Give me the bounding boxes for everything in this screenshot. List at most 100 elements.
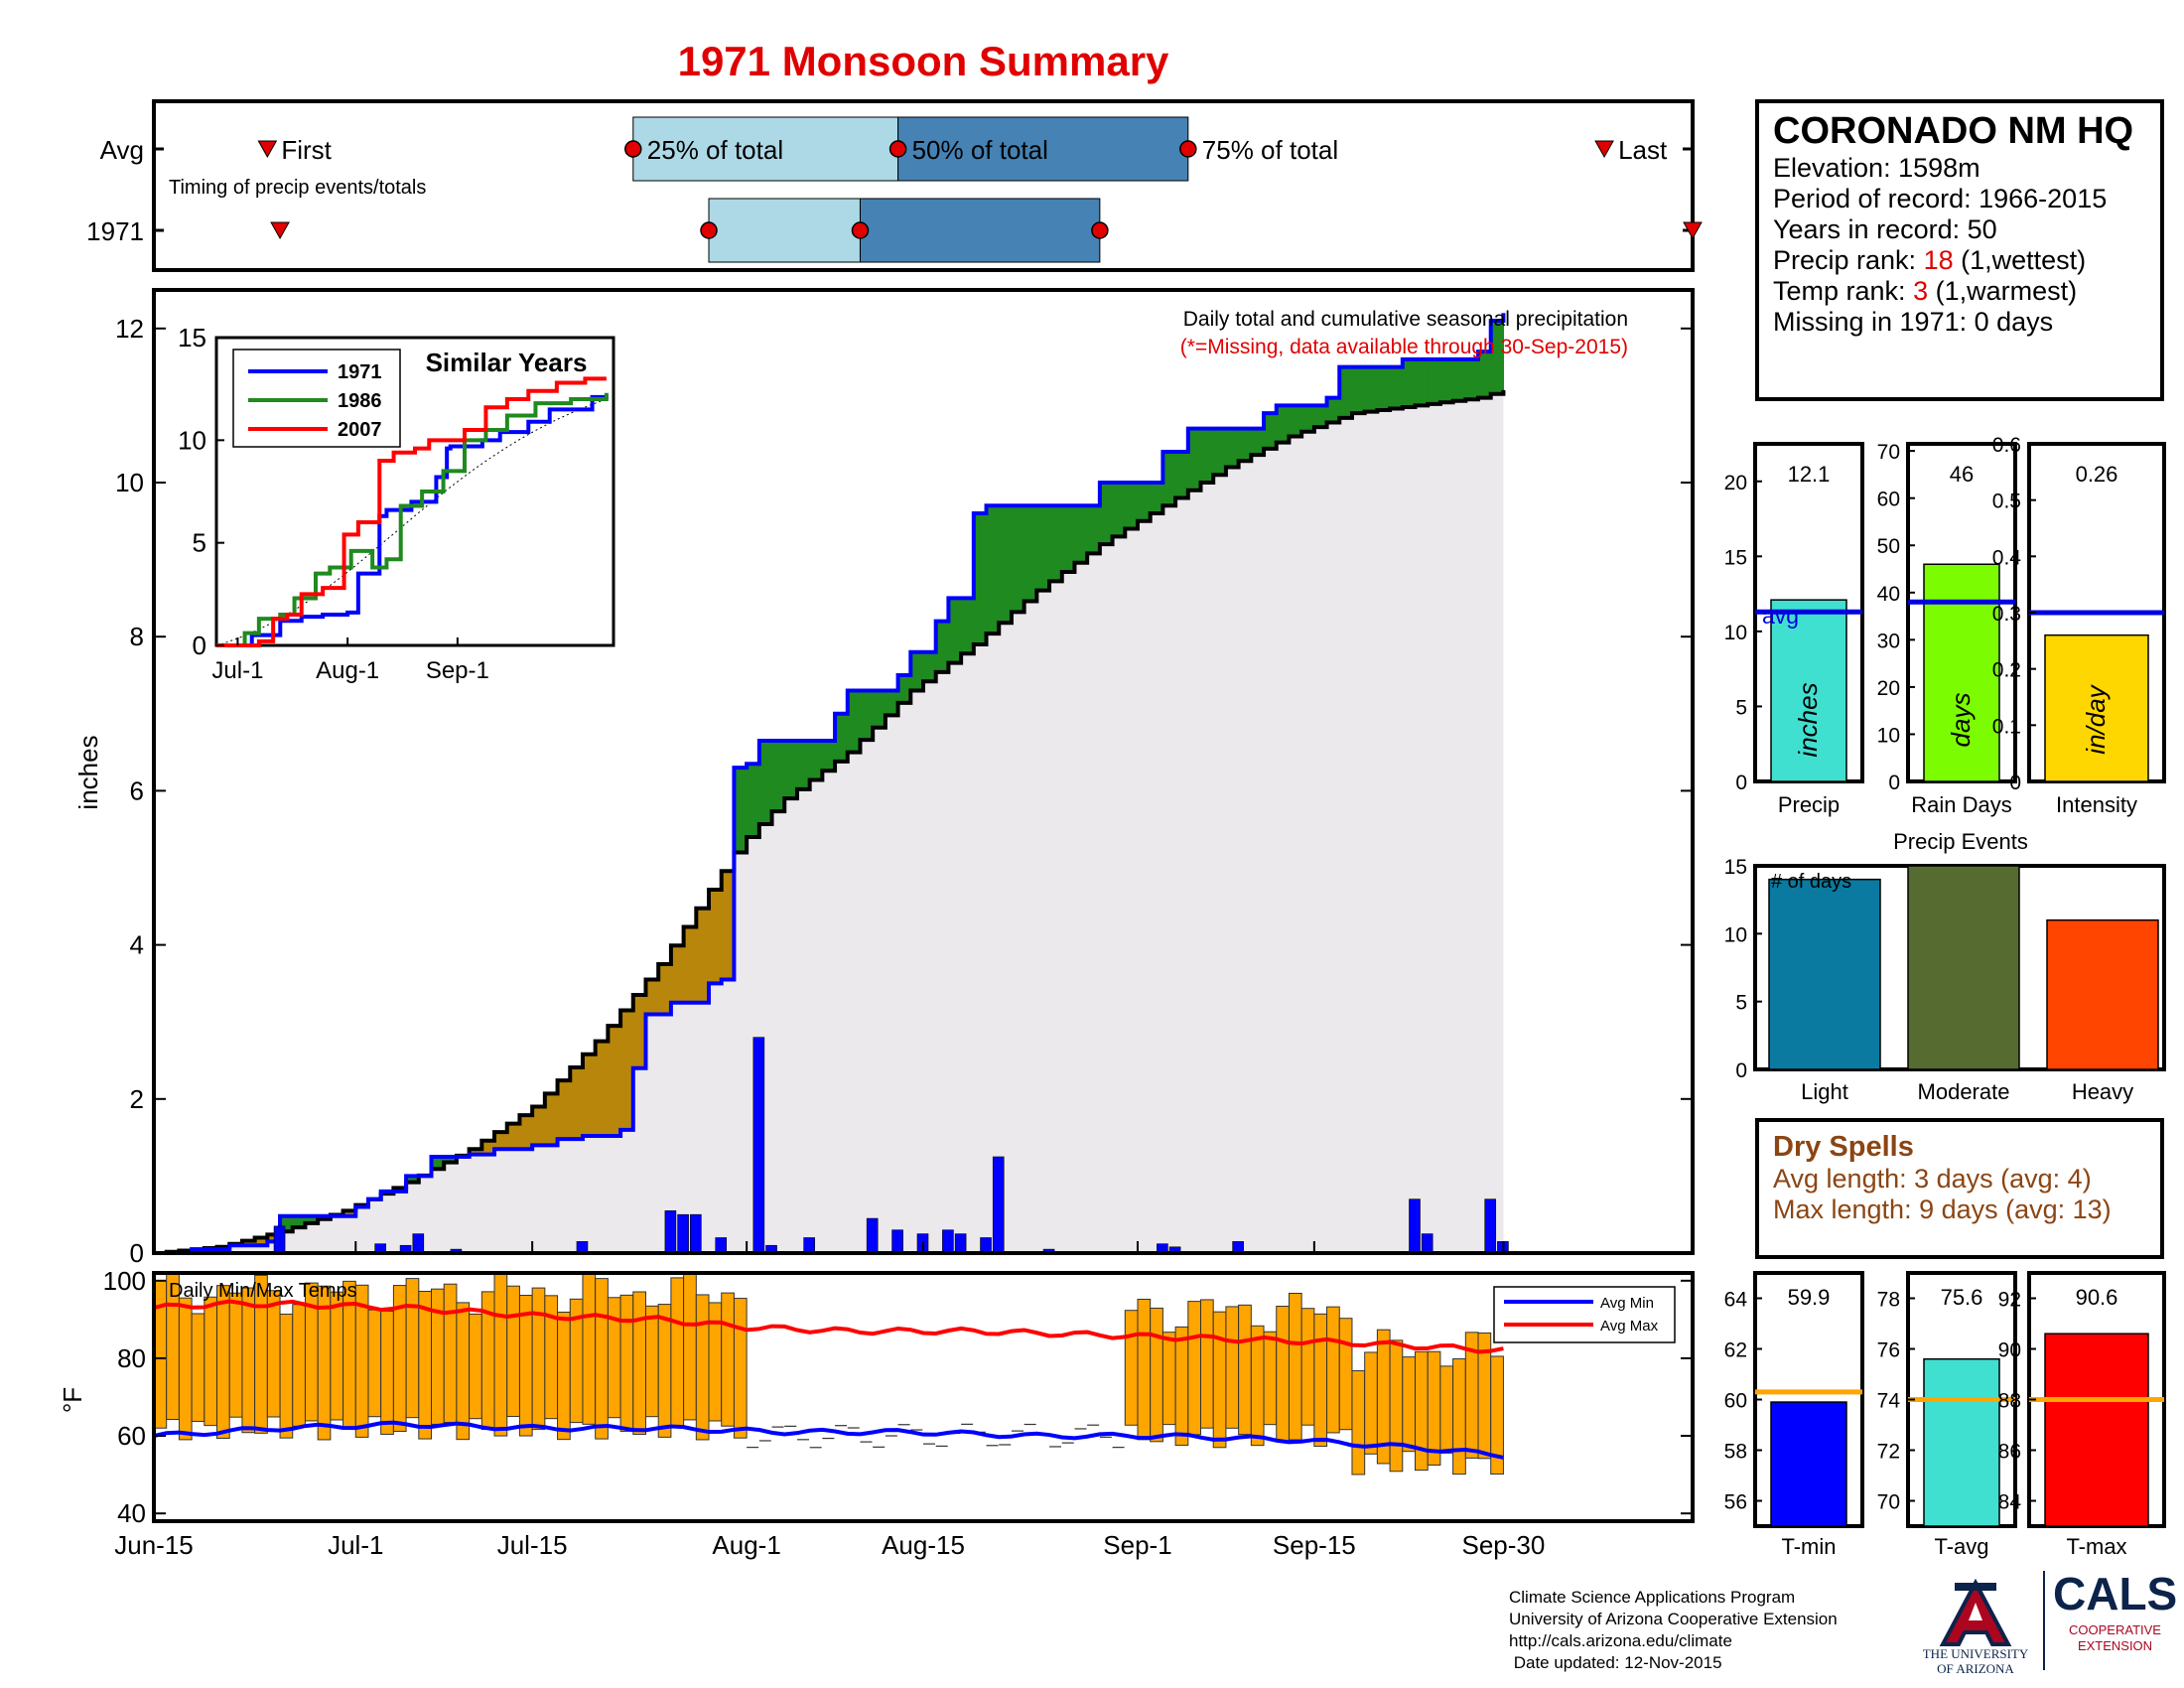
timing-triangle-marker [270,221,290,240]
events-bar-Heavy [2046,918,2159,1070]
logo-divider [2043,1571,2045,1670]
daily-temp-bar [241,1287,256,1434]
daily-temp-bar [644,1305,659,1418]
daily-temp-bar [1364,1351,1378,1455]
temp-stat-ytick-label: 56 [1724,1491,1747,1514]
daily-precip-bar [891,1229,903,1254]
above-average-area [1377,366,1391,411]
temp-ytick-label: 100 [103,1266,146,1296]
below-average-area [620,1010,634,1130]
temp-stat-category-label: T-avg [1934,1534,1988,1559]
stat-ytick-label: 0.6 [1992,434,2021,457]
above-average-area [1276,405,1291,443]
above-average-area [809,740,823,780]
above-average-area [1036,505,1050,591]
daily-temp-bar [582,1272,597,1425]
stat-ytick-label: 70 [1877,441,1900,464]
stat-ytick-label: 50 [1877,535,1900,558]
daily-temp-bar [657,1304,672,1438]
daily-temp-bar [1414,1350,1429,1472]
timing-pct-marker [700,221,718,239]
timing-pct-marker [624,140,642,158]
above-average-area [1490,321,1505,394]
main-ylabel: inches [73,735,103,809]
main-ytick-label: 0 [130,1238,144,1268]
main-ytick-label: 6 [130,775,144,805]
daily-temp-bar [418,1290,433,1440]
temp-stat-bar-T-avg [1923,1357,2000,1527]
above-average-area [444,1157,458,1163]
above-average-area [734,768,748,853]
above-average-area [771,740,785,812]
above-average-area [1225,428,1240,468]
daily-precip-bar [752,1037,765,1254]
above-average-area [1125,483,1139,529]
above-average-area [986,505,1000,634]
above-average-area [973,513,988,644]
daily-precip-bar [1484,1198,1497,1254]
stat-unit-label: days [1946,693,1976,748]
events-category-label: Heavy [2072,1079,2133,1104]
daily-temp-bar [1238,1304,1252,1436]
inset-xtick-label: Sep-1 [426,657,489,684]
events-ytick-label: 15 [1724,856,1747,879]
daily-precip-bar [942,1229,954,1254]
main-ytick-label: 8 [130,622,144,651]
timing-pct-marker [851,221,870,239]
stat-ytick-label: 0.4 [1992,546,2022,569]
timing-box-50-75 [859,198,1101,263]
events-ytick-label: 5 [1735,992,1747,1015]
above-average-area [796,740,811,789]
daily-temp-bar [443,1283,458,1424]
temp-stat-ytick-label: 92 [1998,1289,2021,1312]
above-average-area [758,740,773,825]
daily-temp-bar [670,1277,685,1429]
above-average-area [1428,358,1441,404]
avg-min-temp-line [153,1420,1504,1460]
above-average-area [1251,428,1265,456]
stat-ytick-label: 60 [1877,489,1900,511]
events-category-label: Moderate [1918,1079,2010,1104]
daily-temp-bar [1427,1350,1441,1466]
below-average-area [532,1106,546,1146]
daily-temp-bar [216,1285,230,1440]
above-average-area [784,740,798,799]
stat-bar-Rain Days [1923,563,2000,782]
above-average-area [1137,483,1152,521]
below-average-area [254,1237,268,1246]
daily-temp-bar [607,1297,621,1419]
above-average-area [1175,451,1189,498]
timing-last-label: Last [1618,135,1668,165]
above-average-area [1061,505,1076,573]
cals-wordmark: CALS [2053,1568,2178,1619]
above-average-area [822,740,836,772]
cals-logo: CALS COOPERATIVE EXTENSION [2053,1569,2177,1654]
similar-year-line-1986 [216,392,609,647]
above-average-area [885,690,899,716]
footer-line: University of Arizona Cooperative Extens… [1509,1610,1838,1628]
daily-temp-bar [191,1313,205,1422]
stat-value-label: 46 [1950,462,1974,487]
above-average-area [948,598,962,663]
below-average-area [481,1140,495,1155]
timing-triangle-marker [1683,221,1703,240]
daily-temp-bar [595,1278,609,1440]
stat-ytick-label: 10 [1877,724,1900,747]
above-average-area [897,675,911,703]
daily-temp-bar [1300,1308,1315,1426]
daily-temp-bar [367,1309,382,1418]
cumulative-fill-area [154,389,1504,1253]
below-average-area [582,1054,597,1137]
daily-temp-bar [1137,1298,1152,1441]
timing-row-label: Avg [100,135,144,165]
daily-temp-bar [1288,1293,1302,1441]
above-average-area [1011,505,1025,613]
daily-temp-bar [531,1287,546,1431]
daily-temp-bar [405,1278,420,1419]
temp-stat-ytick-label: 88 [1998,1390,2021,1413]
daily-temp-bar [721,1292,735,1427]
inset-ytick-label: 5 [193,528,206,558]
below-average-area [241,1240,256,1246]
temp-ytick-label: 60 [117,1421,146,1451]
above-average-area [923,651,937,682]
